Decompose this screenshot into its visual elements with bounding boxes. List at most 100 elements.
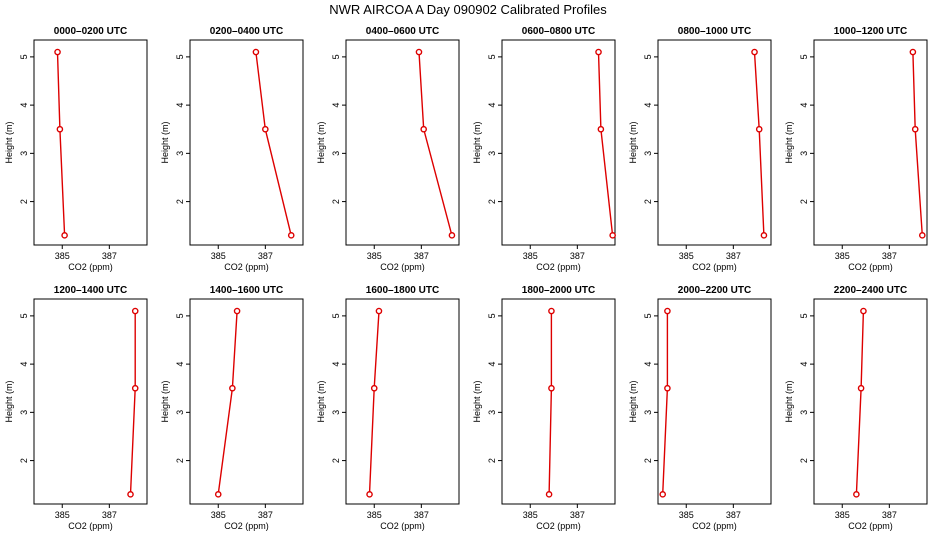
co2-profile-line (217, 311, 238, 495)
y-axis-label: Height (m) (4, 380, 14, 422)
y-axis-label: Height (m) (628, 380, 638, 422)
plot-frame (813, 39, 928, 246)
y-tick-label: 2 (19, 199, 29, 204)
co2-data-point (548, 307, 555, 315)
y-tick-label: 3 (643, 151, 653, 156)
co2-profile-line (56, 52, 66, 236)
co2-profile-line (855, 311, 865, 495)
panel-title: 1800–2000 UTC (522, 285, 595, 296)
plot-frame (33, 298, 148, 505)
x-tick-label: 387 (882, 251, 897, 261)
y-tick-label: 4 (19, 362, 29, 367)
co2-data-point (370, 384, 378, 392)
y-tick-label: 3 (643, 410, 653, 415)
plot-frame (189, 39, 304, 246)
x-tick-label: 387 (570, 251, 585, 261)
co2-data-point (860, 307, 867, 315)
x-tick-label: 385 (679, 251, 694, 261)
y-axis-label: Height (m) (784, 121, 794, 163)
y-tick-label: 3 (799, 151, 809, 156)
y-tick-label: 5 (643, 54, 653, 59)
x-tick-label: 385 (211, 510, 226, 520)
y-tick-label: 3 (487, 410, 497, 415)
x-tick-label: 387 (102, 251, 117, 261)
x-tick-label: 385 (835, 510, 850, 520)
y-axis-label: Height (m) (316, 121, 326, 163)
panel-title: 0400–0600 UTC (366, 26, 439, 37)
panel-title: 1600–1800 UTC (366, 285, 439, 296)
y-axis-label: Height (m) (160, 380, 170, 422)
x-tick-label: 387 (726, 510, 741, 520)
y-tick-label: 2 (643, 199, 653, 204)
co2-data-point (415, 48, 423, 56)
x-axis-label: CO2 (ppm) (68, 262, 113, 272)
panel-title: 1000–1200 UTC (834, 26, 907, 37)
y-tick-label: 3 (175, 151, 185, 156)
x-axis-label: CO2 (ppm) (536, 262, 581, 272)
co2-data-point (909, 48, 917, 56)
y-tick-label: 2 (175, 199, 185, 204)
y-tick-label: 3 (175, 410, 185, 415)
co2-data-point (61, 232, 68, 239)
x-axis-label: CO2 (ppm) (692, 262, 737, 272)
co2-data-point (131, 384, 139, 392)
co2-data-point (56, 125, 64, 133)
y-axis-label: Height (m) (160, 121, 170, 163)
y-tick-label: 5 (19, 54, 29, 59)
x-tick-label: 387 (414, 251, 429, 261)
x-axis-label: CO2 (ppm) (380, 521, 425, 531)
co2-data-point (595, 48, 602, 56)
y-tick-label: 3 (331, 410, 341, 415)
plot-frame (657, 39, 772, 246)
y-tick-label: 4 (799, 103, 809, 108)
x-axis-label: CO2 (ppm) (224, 521, 269, 531)
y-tick-label: 2 (487, 199, 497, 204)
y-axis-label: Height (m) (472, 121, 482, 163)
co2-data-point (448, 232, 456, 239)
co2-data-point (664, 384, 671, 392)
y-tick-label: 3 (487, 151, 497, 156)
x-tick-label: 385 (835, 251, 850, 261)
plot-frame (813, 298, 928, 505)
x-axis-label: CO2 (ppm) (848, 521, 893, 531)
panel-title: 0600–0800 UTC (522, 26, 595, 37)
y-tick-label: 4 (175, 362, 185, 367)
x-axis-label: CO2 (ppm) (224, 262, 269, 272)
co2-data-point (597, 125, 605, 133)
x-tick-label: 385 (55, 510, 70, 520)
y-tick-label: 2 (19, 458, 29, 463)
y-tick-label: 5 (331, 313, 341, 318)
x-tick-label: 387 (414, 510, 429, 520)
x-tick-label: 385 (523, 510, 538, 520)
co2-data-point (911, 125, 919, 133)
y-axis-label: Height (m) (472, 380, 482, 422)
plot-frame (501, 298, 616, 505)
co2-data-point (287, 232, 295, 239)
co2-profile-line (368, 311, 380, 495)
co2-data-point (857, 384, 865, 392)
y-tick-label: 3 (799, 410, 809, 415)
plot-frame (345, 39, 460, 246)
y-tick-label: 4 (331, 362, 341, 367)
y-tick-label: 4 (487, 362, 497, 367)
y-tick-label: 2 (643, 458, 653, 463)
y-axis-label: Height (m) (316, 380, 326, 422)
co2-profile-line (753, 52, 765, 236)
x-axis-label: CO2 (ppm) (692, 521, 737, 531)
y-tick-label: 3 (19, 151, 29, 156)
y-tick-label: 4 (643, 103, 653, 108)
co2-data-point (751, 48, 758, 56)
y-axis-label: Height (m) (628, 121, 638, 163)
x-tick-label: 385 (211, 251, 226, 261)
y-tick-label: 2 (799, 199, 809, 204)
co2-data-point (252, 48, 260, 56)
y-tick-label: 5 (487, 54, 497, 59)
y-tick-label: 4 (487, 103, 497, 108)
co2-profile-line (597, 52, 614, 236)
co2-profile-line (662, 311, 669, 495)
co2-data-point (233, 307, 241, 315)
plot-frame (657, 298, 772, 505)
y-tick-label: 5 (643, 313, 653, 318)
